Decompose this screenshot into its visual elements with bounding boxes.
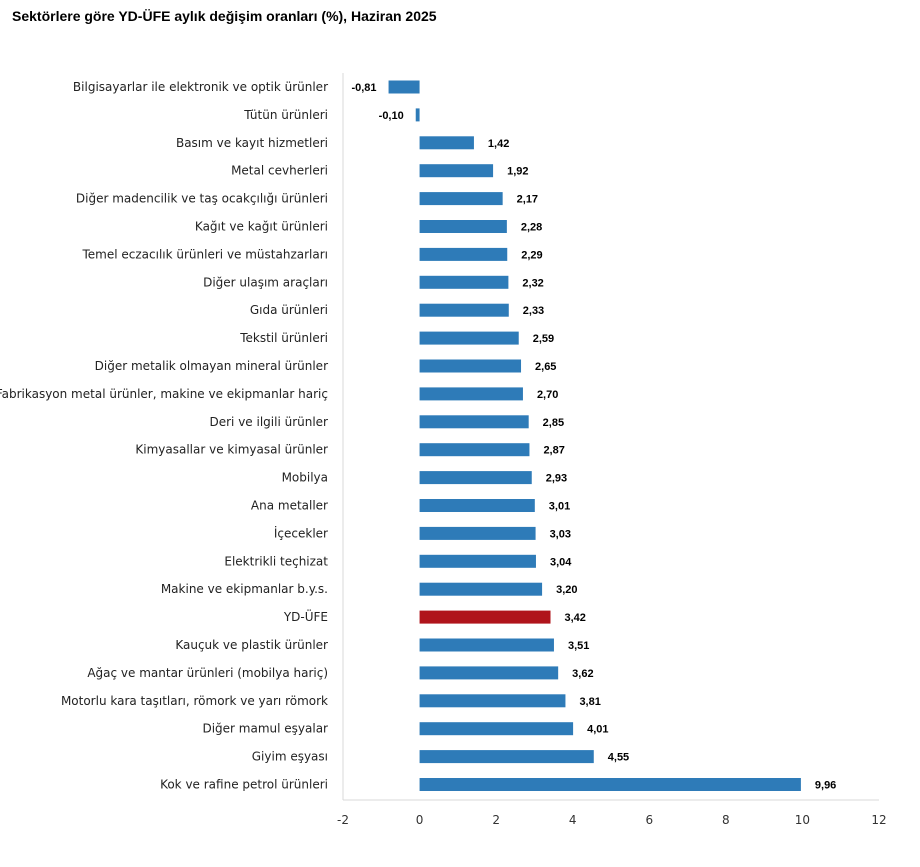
category-label: Elektrikli teçhizat — [224, 554, 328, 568]
category-label: Kağıt ve kağıt ürünleri — [195, 220, 328, 234]
value-label: 2,17 — [517, 194, 538, 206]
bar — [419, 582, 543, 596]
bar — [419, 499, 535, 512]
value-label: 9,96 — [815, 780, 836, 792]
value-label: 3,81 — [579, 696, 600, 708]
chart-title: Sektörlere göre YD-ÜFE aylık değişim ora… — [12, 8, 437, 24]
bar — [419, 471, 532, 485]
value-label: 4,01 — [587, 724, 608, 736]
value-label: 3,20 — [556, 584, 577, 596]
category-label: Makine ve ekipmanlar b.y.s. — [161, 582, 328, 596]
bar — [419, 554, 536, 568]
x-tick-label: 2 — [492, 813, 500, 827]
bar — [419, 136, 474, 150]
value-label: -0,10 — [379, 110, 404, 122]
value-label: 3,04 — [550, 556, 572, 568]
bar — [388, 80, 420, 94]
category-label: Fabrikasyon metal ürünler, makine ve eki… — [0, 387, 328, 401]
category-label: YD-ÜFE — [283, 608, 328, 624]
category-label: Tütün ürünleri — [243, 108, 328, 122]
x-tick-label: 4 — [569, 813, 577, 827]
bar — [419, 666, 559, 680]
category-label: Ana metaller — [251, 499, 328, 513]
category-label: Metal cevherleri — [231, 164, 328, 178]
bar — [415, 108, 420, 122]
bar — [419, 275, 509, 289]
x-tick-label: 12 — [871, 813, 886, 827]
value-label: 2,65 — [535, 361, 556, 373]
x-tick-label: 8 — [722, 813, 730, 827]
bar — [419, 164, 494, 178]
category-label: Diğer metalik olmayan mineral ürünler — [95, 359, 328, 373]
value-label: 3,62 — [572, 668, 593, 680]
bar — [419, 359, 522, 373]
category-label: Mobilya — [282, 471, 328, 485]
bar — [419, 722, 574, 736]
category-label: Diğer madencilik ve taş ocakçılığı ürünl… — [76, 192, 328, 206]
bar — [419, 694, 566, 708]
bar — [419, 303, 509, 317]
value-label: 2,28 — [521, 222, 542, 234]
bar — [419, 415, 529, 429]
value-label: -0,81 — [351, 82, 376, 94]
category-label: Diğer ulaşım araçları — [203, 275, 328, 289]
x-tick-label: 0 — [416, 813, 424, 827]
bar — [419, 192, 503, 206]
value-label: 2,93 — [546, 473, 567, 485]
category-label: Kok ve rafine petrol ürünleri — [160, 778, 328, 792]
bar — [419, 387, 523, 401]
bar — [419, 750, 594, 764]
category-label: Gıda ürünleri — [250, 303, 328, 317]
value-label: 3,03 — [550, 528, 571, 540]
bar — [419, 526, 536, 540]
value-label: 2,70 — [537, 389, 558, 401]
value-label: 2,33 — [523, 305, 544, 317]
bar — [419, 220, 507, 233]
value-label: 3,42 — [565, 612, 586, 624]
bar-highlight — [419, 610, 551, 624]
category-label: Deri ve ilgili ürünler — [209, 415, 328, 429]
value-label: 2,87 — [543, 445, 564, 457]
bar — [419, 247, 508, 261]
category-label: Kauçuk ve plastik ürünler — [175, 638, 328, 652]
bar — [419, 331, 519, 345]
value-label: 3,51 — [568, 640, 589, 652]
category-label: Giyim eşyası — [252, 750, 328, 764]
category-label: Bilgisayarlar ile elektronik ve optik ür… — [73, 80, 328, 94]
value-label: 3,01 — [549, 501, 570, 513]
category-label: Motorlu kara taşıtları, römork ve yarı r… — [61, 694, 328, 708]
bar — [419, 778, 801, 791]
value-label: 1,92 — [507, 166, 528, 178]
category-label: İçecekler — [274, 525, 328, 540]
category-label: Basım ve kayıt hizmetleri — [176, 136, 328, 150]
value-label: 2,29 — [521, 249, 542, 261]
category-label: Kimyasallar ve kimyasal ürünler — [135, 443, 328, 457]
value-label: 2,32 — [522, 277, 543, 289]
value-label: 1,42 — [488, 138, 509, 150]
value-label: 2,59 — [533, 333, 554, 345]
category-label: Tekstil ürünleri — [239, 331, 328, 345]
x-tick-label: -2 — [337, 813, 349, 827]
x-tick-label: 10 — [795, 813, 810, 827]
category-label: Diğer mamul eşyalar — [202, 722, 328, 736]
bar — [419, 638, 554, 652]
value-label: 2,85 — [543, 417, 564, 429]
bar — [419, 443, 530, 457]
category-label: Ağaç ve mantar ürünleri (mobilya hariç) — [87, 666, 328, 680]
x-tick-label: 6 — [645, 813, 653, 827]
category-label: Temel eczacılık ürünleri ve müstahzarlar… — [82, 247, 329, 261]
value-label: 4,55 — [608, 752, 629, 764]
